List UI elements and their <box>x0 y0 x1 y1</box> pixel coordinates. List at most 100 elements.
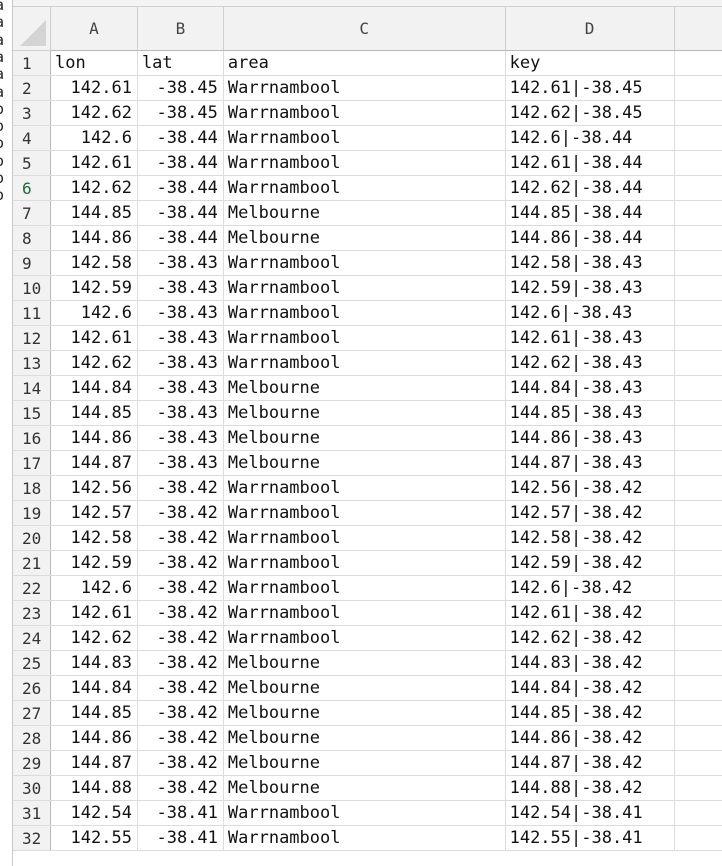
cell-lat[interactable]: -38.45 <box>137 75 224 101</box>
cell-key[interactable]: 142.62|-38.45 <box>505 100 675 126</box>
cell-key[interactable]: 142.59|-38.42 <box>505 550 675 576</box>
cell-empty[interactable] <box>674 375 722 401</box>
cell-area[interactable]: Melbourne <box>223 750 506 776</box>
cell-key[interactable]: 144.84|-38.43 <box>505 375 675 401</box>
cell-lon[interactable]: 142.6 <box>50 125 138 151</box>
row-header[interactable]: 23 <box>12 600 51 626</box>
column-header-c[interactable]: C <box>223 6 506 51</box>
cell-empty[interactable] <box>674 175 722 201</box>
row-header[interactable]: 10 <box>12 275 51 301</box>
cell-lat[interactable]: -38.43 <box>137 300 224 326</box>
cell-lon[interactable]: 142.6 <box>50 575 138 601</box>
row-header[interactable]: 8 <box>12 225 51 251</box>
row-header[interactable]: 31 <box>12 800 51 826</box>
cell-area[interactable]: Warrnambool <box>223 150 506 176</box>
cell-key[interactable]: 142.55|-38.41 <box>505 825 675 851</box>
cell-empty[interactable] <box>674 750 722 776</box>
column-header-e[interactable] <box>674 6 722 51</box>
cell-key[interactable]: 142.6|-38.43 <box>505 300 675 326</box>
cell-lat[interactable]: -38.42 <box>137 775 224 801</box>
cell-area[interactable]: Warrnambool <box>223 600 506 626</box>
cell-lon[interactable]: 142.54 <box>50 800 138 826</box>
row-header[interactable]: 20 <box>12 525 51 551</box>
row-header[interactable]: 3 <box>12 100 51 126</box>
cell-lat[interactable]: -38.45 <box>137 100 224 126</box>
cell-key[interactable]: 144.86|-38.43 <box>505 425 675 451</box>
row-header[interactable]: 30 <box>12 775 51 801</box>
cell-empty[interactable] <box>674 700 722 726</box>
cell-area[interactable]: Melbourne <box>223 375 506 401</box>
cell-lat[interactable]: -38.43 <box>137 350 224 376</box>
cell-area[interactable]: Melbourne <box>223 425 506 451</box>
row-header[interactable]: 7 <box>12 200 51 226</box>
cell-empty[interactable] <box>674 575 722 601</box>
cell-empty[interactable] <box>674 75 722 101</box>
cell-empty[interactable] <box>674 225 722 251</box>
cell-empty[interactable] <box>674 250 722 276</box>
cell-lon[interactable]: 144.85 <box>50 700 138 726</box>
cell-empty[interactable] <box>674 675 722 701</box>
cell-key[interactable]: 144.85|-38.42 <box>505 700 675 726</box>
cell-area[interactable]: Warrnambool <box>223 825 506 851</box>
cell-area[interactable]: Melbourne <box>223 400 506 426</box>
cell-lat[interactable]: -38.42 <box>137 500 224 526</box>
header-cell[interactable]: area <box>223 50 506 76</box>
cell-lon[interactable]: 142.62 <box>50 100 138 126</box>
cell-area[interactable]: Warrnambool <box>223 125 506 151</box>
cell-lat[interactable]: -38.43 <box>137 450 224 476</box>
cell-area[interactable]: Warrnambool <box>223 100 506 126</box>
cell-empty[interactable] <box>674 150 722 176</box>
cell-area[interactable]: Warrnambool <box>223 475 506 501</box>
cell-area[interactable]: Warrnambool <box>223 500 506 526</box>
cell-lon[interactable]: 144.84 <box>50 375 138 401</box>
row-header[interactable]: 29 <box>12 750 51 776</box>
cell-area[interactable]: Melbourne <box>223 200 506 226</box>
cell-lat[interactable]: -38.42 <box>137 700 224 726</box>
cell-empty[interactable] <box>674 500 722 526</box>
row-header[interactable]: 26 <box>12 675 51 701</box>
cell-key[interactable]: 144.85|-38.44 <box>505 200 675 226</box>
cell-key[interactable]: 142.61|-38.44 <box>505 150 675 176</box>
cell-lon[interactable]: 142.61 <box>50 75 138 101</box>
cell-key[interactable]: 142.54|-38.41 <box>505 800 675 826</box>
cell-area[interactable]: Warrnambool <box>223 575 506 601</box>
cell-lon[interactable]: 142.59 <box>50 275 138 301</box>
row-header[interactable]: 15 <box>12 400 51 426</box>
column-header-d[interactable]: D <box>505 6 675 51</box>
cell-key[interactable]: 142.62|-38.42 <box>505 625 675 651</box>
cell-lat[interactable]: -38.42 <box>137 600 224 626</box>
cell-area[interactable]: Warrnambool <box>223 275 506 301</box>
cell-empty[interactable] <box>674 450 722 476</box>
cell-lat[interactable]: -38.42 <box>137 525 224 551</box>
cell-lat[interactable]: -38.41 <box>137 825 224 851</box>
cell-empty[interactable] <box>674 650 722 676</box>
cell-lon[interactable]: 142.58 <box>50 250 138 276</box>
cell-lat[interactable]: -38.42 <box>137 725 224 751</box>
cell-area[interactable]: Warrnambool <box>223 300 506 326</box>
cell-lon[interactable]: 144.88 <box>50 775 138 801</box>
cell-key[interactable]: 144.87|-38.43 <box>505 450 675 476</box>
cell-key[interactable]: 142.58|-38.43 <box>505 250 675 276</box>
cell-key[interactable]: 142.6|-38.44 <box>505 125 675 151</box>
cell-lon[interactable]: 144.87 <box>50 750 138 776</box>
cell-lon[interactable]: 142.58 <box>50 525 138 551</box>
cell-area[interactable]: Warrnambool <box>223 250 506 276</box>
cell-area[interactable]: Warrnambool <box>223 75 506 101</box>
cell-lon[interactable]: 144.83 <box>50 650 138 676</box>
row-header[interactable]: 11 <box>12 300 51 326</box>
cell-key[interactable]: 144.84|-38.42 <box>505 675 675 701</box>
cell-empty[interactable] <box>674 400 722 426</box>
header-cell[interactable]: key <box>505 50 675 76</box>
cell-area[interactable]: Warrnambool <box>223 525 506 551</box>
cell-lat[interactable]: -38.42 <box>137 575 224 601</box>
row-header[interactable]: 4 <box>12 125 51 151</box>
cell-key[interactable]: 142.56|-38.42 <box>505 475 675 501</box>
cell-lon[interactable]: 144.86 <box>50 725 138 751</box>
cell-empty[interactable] <box>674 200 722 226</box>
cell-empty[interactable] <box>674 275 722 301</box>
cell-empty[interactable] <box>674 100 722 126</box>
cell-lat[interactable]: -38.43 <box>137 425 224 451</box>
cell-area[interactable]: Warrnambool <box>223 800 506 826</box>
cell-empty[interactable] <box>674 125 722 151</box>
cell-lon[interactable]: 142.62 <box>50 175 138 201</box>
